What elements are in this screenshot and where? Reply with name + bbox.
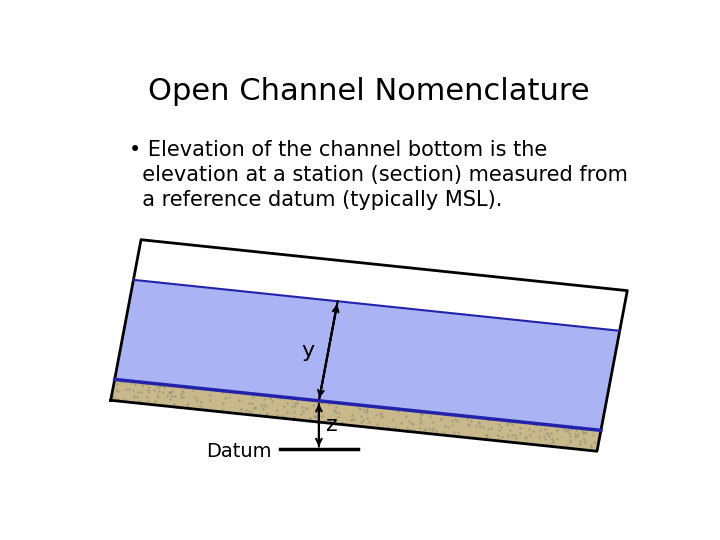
Text: a reference datum (typically MSL).: a reference datum (typically MSL).	[129, 190, 503, 210]
Polygon shape	[133, 240, 627, 331]
Text: elevation at a station (section) measured from: elevation at a station (section) measure…	[129, 165, 628, 185]
Polygon shape	[111, 380, 601, 451]
Text: Datum: Datum	[206, 442, 271, 461]
Polygon shape	[114, 280, 620, 430]
Text: y: y	[301, 341, 315, 361]
Text: Open Channel Nomenclature: Open Channel Nomenclature	[148, 77, 590, 106]
Text: • Elevation of the channel bottom is the: • Elevation of the channel bottom is the	[129, 140, 547, 160]
Text: z: z	[325, 415, 338, 435]
